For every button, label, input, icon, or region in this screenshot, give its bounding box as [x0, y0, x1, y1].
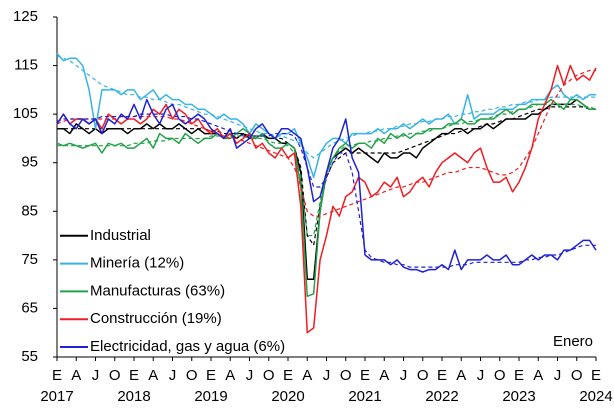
legend-label: Electricidad, gas y agua (6%)	[90, 338, 285, 355]
x-tick-label: J	[92, 367, 100, 384]
x-tick-label: A	[225, 367, 235, 384]
x-tick-label: O	[263, 367, 275, 384]
x-tick-label: A	[456, 367, 466, 384]
x-tick-label: O	[340, 367, 352, 384]
x-tick-label: O	[109, 367, 121, 384]
y-tick-label: 105	[13, 105, 38, 122]
x-tick-label: E	[591, 367, 601, 384]
x-tick-label: A	[302, 367, 312, 384]
x-tick-label: A	[379, 367, 389, 384]
y-tick-label: 115	[14, 57, 38, 74]
legend-label: Minería (12%)	[90, 255, 184, 272]
x-tick-label: E	[360, 367, 370, 384]
x-tick-label: E	[129, 367, 139, 384]
trend-line	[56, 69, 596, 217]
x-tick-label: E	[283, 367, 293, 384]
y-tick-label: 65	[21, 299, 38, 316]
legend-label: Construcción (19%)	[90, 310, 222, 327]
series-line	[56, 98, 597, 273]
x-year-label: 2017	[40, 388, 73, 405]
x-year-label: 2024	[579, 388, 612, 405]
x-tick-label: J	[477, 367, 485, 384]
y-tick-label: 95	[21, 154, 38, 171]
x-tick-label: E	[206, 367, 216, 384]
x-year-label: 2022	[425, 388, 458, 405]
x-tick-label: E	[514, 367, 524, 384]
x-year-label: 2020	[271, 388, 304, 405]
series-line	[57, 98, 596, 281]
trend-line	[57, 103, 597, 237]
x-tick-label: O	[417, 367, 429, 384]
legend-label: Industrial	[90, 227, 151, 244]
y-tick-label: 75	[21, 251, 38, 268]
x-tick-label: J	[323, 367, 331, 384]
x-tick-label: E	[437, 367, 447, 384]
x-year-label: 2021	[348, 388, 381, 405]
x-tick-label: J	[400, 367, 408, 384]
x-tick-label: O	[571, 367, 583, 384]
series-line	[56, 52, 596, 179]
x-tick-label: A	[148, 367, 158, 384]
series-line	[56, 64, 597, 334]
annotation: Enero	[553, 333, 593, 350]
x-year-label: 2019	[194, 388, 227, 405]
x-tick-label: O	[494, 367, 506, 384]
x-year-label: 2018	[117, 388, 150, 405]
x-tick-label: J	[246, 367, 254, 384]
trend-line	[56, 55, 596, 159]
x-tick-label: E	[52, 367, 62, 384]
y-tick-label: 85	[21, 202, 38, 219]
x-tick-label: J	[554, 367, 562, 384]
x-tick-label: A	[533, 367, 543, 384]
legend-label: Manufacturas (63%)	[90, 282, 225, 299]
x-tick-label: O	[186, 367, 198, 384]
trend-line	[56, 113, 596, 268]
y-tick-label: 125	[13, 8, 38, 25]
x-tick-label: A	[71, 367, 81, 384]
y-tick-label: 55	[21, 348, 38, 365]
x-year-label: 2023	[502, 388, 535, 405]
x-tick-label: J	[169, 367, 177, 384]
